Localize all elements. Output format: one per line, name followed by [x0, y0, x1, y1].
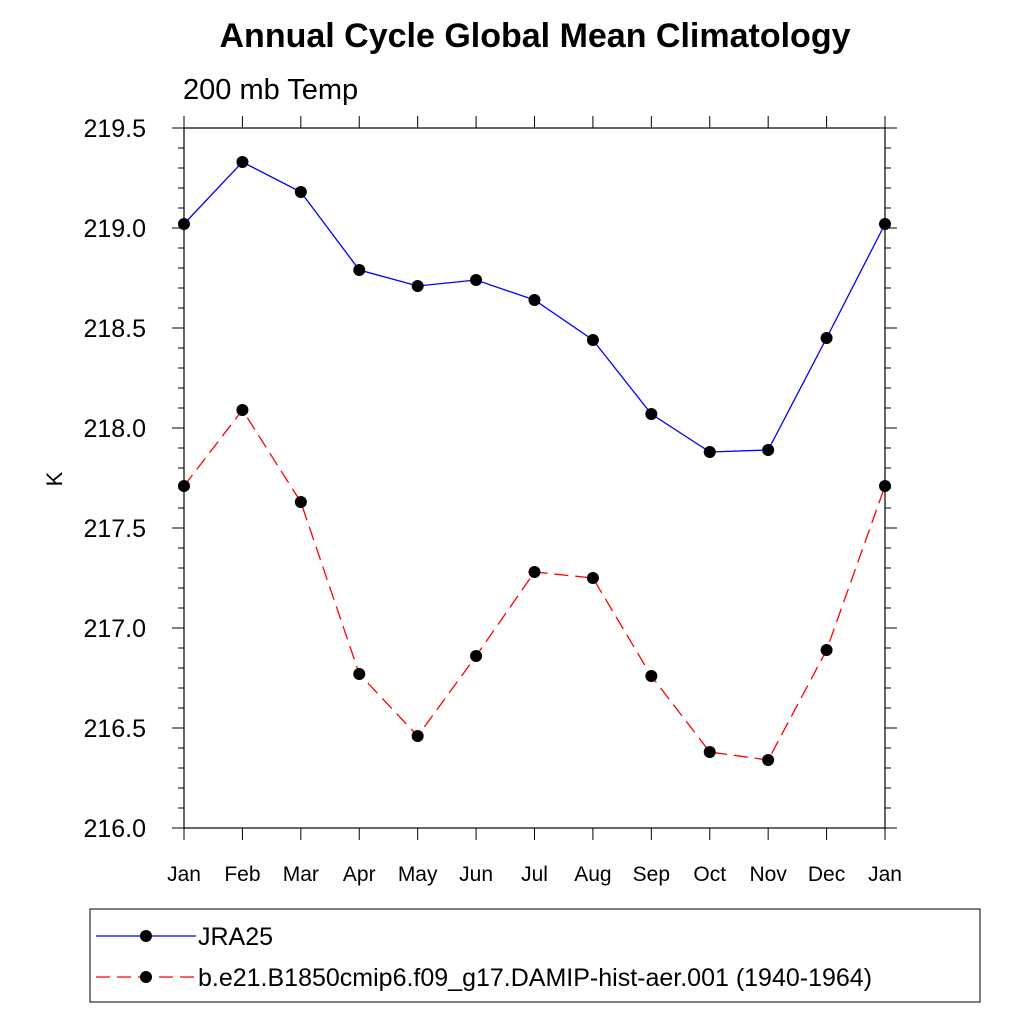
y-tick-label: 217.5 — [83, 515, 146, 543]
legend-box — [89, 908, 981, 1003]
x-tick-label: Jan — [167, 863, 201, 886]
series-1-point — [294, 186, 307, 198]
series-2-point — [353, 668, 366, 680]
x-tick-label: Mar — [283, 863, 319, 886]
chart-subtitle: 200 mb Temp — [183, 74, 358, 106]
series-1-point — [353, 264, 366, 276]
series-1-point — [236, 156, 249, 168]
x-tick-label: Sep — [633, 863, 670, 886]
series-1-point — [879, 218, 891, 230]
y-tick-label: 218.5 — [83, 315, 146, 343]
legend-marker-2 — [140, 971, 152, 983]
series-1-point — [703, 446, 716, 458]
x-tick-label: Jul — [521, 863, 548, 886]
series-2-point — [645, 670, 658, 682]
series-2-point — [586, 572, 599, 584]
series-2-point — [762, 754, 775, 766]
plot-frame — [183, 127, 886, 829]
series-line-2 — [183, 408, 886, 761]
legend-label-2: b.e21.B1850cmip6.f09_g17.DAMIP-hist-aer.… — [198, 964, 872, 992]
series-1-point — [586, 334, 599, 346]
series-1-point — [178, 218, 190, 230]
series-1-point — [820, 332, 833, 344]
series-1-point — [762, 444, 775, 456]
x-tick-label: Feb — [224, 863, 260, 886]
series-1-point — [411, 280, 424, 292]
series-2-point — [470, 650, 483, 662]
y-tick-label: 219.5 — [83, 115, 146, 143]
series-2-point — [879, 480, 891, 492]
x-tick-label: Jan — [868, 863, 902, 886]
series-2-point — [820, 644, 833, 656]
legend: JRA25 b.e21.B1850cmip6.f09_g17.DAMIP-hist… — [96, 923, 872, 992]
series-2-point — [236, 404, 249, 416]
series-layer — [178, 156, 891, 766]
series-line-1 — [183, 161, 886, 453]
legend-label-1: JRA25 — [198, 923, 273, 951]
x-tick-label: Oct — [693, 863, 726, 886]
legend-marker-1 — [140, 930, 152, 942]
x-tick-label: Dec — [808, 863, 845, 886]
chart-title: Annual Cycle Global Mean Climatology — [220, 17, 851, 55]
y-tick-label: 217.0 — [83, 615, 146, 643]
axis-ticks: 216.0 216.5 217.0 217.5 218.0 218.5 219.0 219.5… — [83, 115, 901, 886]
x-tick-label: Jun — [459, 863, 493, 886]
x-tick-label: May — [398, 863, 438, 886]
y-tick-label: 216.0 — [83, 815, 146, 843]
y-tick-label: 218.0 — [83, 415, 146, 443]
series-2-point — [411, 730, 424, 742]
series-1-point — [470, 274, 483, 286]
series-2-point — [703, 746, 716, 758]
x-tick-label: Aug — [574, 863, 611, 886]
y-tick-label: 216.5 — [83, 715, 146, 743]
series-1-point — [645, 408, 658, 420]
y-axis-label: K — [42, 471, 67, 486]
x-tick-label: Apr — [343, 863, 376, 886]
series-2-point — [178, 480, 190, 492]
y-tick-label: 219.0 — [83, 215, 146, 243]
x-tick-label: Nov — [749, 863, 787, 886]
series-2-point — [294, 496, 307, 508]
series-1-point — [528, 294, 541, 306]
series-2-point — [528, 566, 541, 578]
